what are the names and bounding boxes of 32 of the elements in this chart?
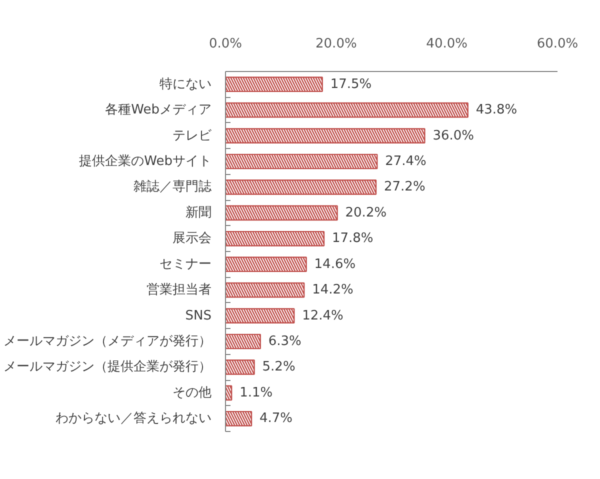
data-label: 1.1% xyxy=(240,385,273,400)
y-tick-label: 各種Webメディア xyxy=(105,102,212,118)
data-label: 6.3% xyxy=(268,334,302,349)
data-label: 20.2% xyxy=(345,205,387,220)
data-label: 5.2% xyxy=(262,360,296,375)
y-tick-label: 雑誌／専門誌 xyxy=(134,180,212,195)
data-label: 27.2% xyxy=(384,180,426,195)
y-tick-label: セミナー xyxy=(160,256,212,272)
x-tick-label: 40.0% xyxy=(426,36,468,52)
y-tick-label: テレビ xyxy=(172,128,212,144)
data-label: 17.5% xyxy=(330,76,372,92)
data-label: 27.4% xyxy=(385,154,426,169)
data-label: 17.8% xyxy=(332,231,374,246)
x-tick-label: 20.0% xyxy=(316,36,357,52)
data-label: 4.7% xyxy=(260,411,293,426)
data-label: 14.2% xyxy=(312,282,354,298)
y-tick-label: 営業担当者 xyxy=(146,282,212,298)
y-tick-label: その他 xyxy=(172,385,212,400)
y-tick-label: メールマガジン（提供企業が発行） xyxy=(4,360,212,375)
y-tick-label: 特にない xyxy=(160,76,212,92)
data-label: 43.8% xyxy=(476,102,518,118)
data-label: 36.0% xyxy=(432,128,474,144)
y-tick-label: メールマガジン（メディアが発行） xyxy=(4,334,212,349)
y-tick-label: 提供企業のWebサイト xyxy=(79,154,212,169)
x-tick-label: 0.0% xyxy=(208,36,242,52)
y-tick-label: わからない／答えられない xyxy=(56,411,212,426)
data-label: 14.6% xyxy=(314,256,356,272)
data-label: 12.4% xyxy=(302,308,344,324)
y-tick-label: 展示会 xyxy=(172,231,212,246)
x-tick-label: 60.0% xyxy=(536,36,578,52)
y-tick-label: 新聞 xyxy=(186,205,212,220)
y-tick-label: SNS xyxy=(185,308,212,324)
